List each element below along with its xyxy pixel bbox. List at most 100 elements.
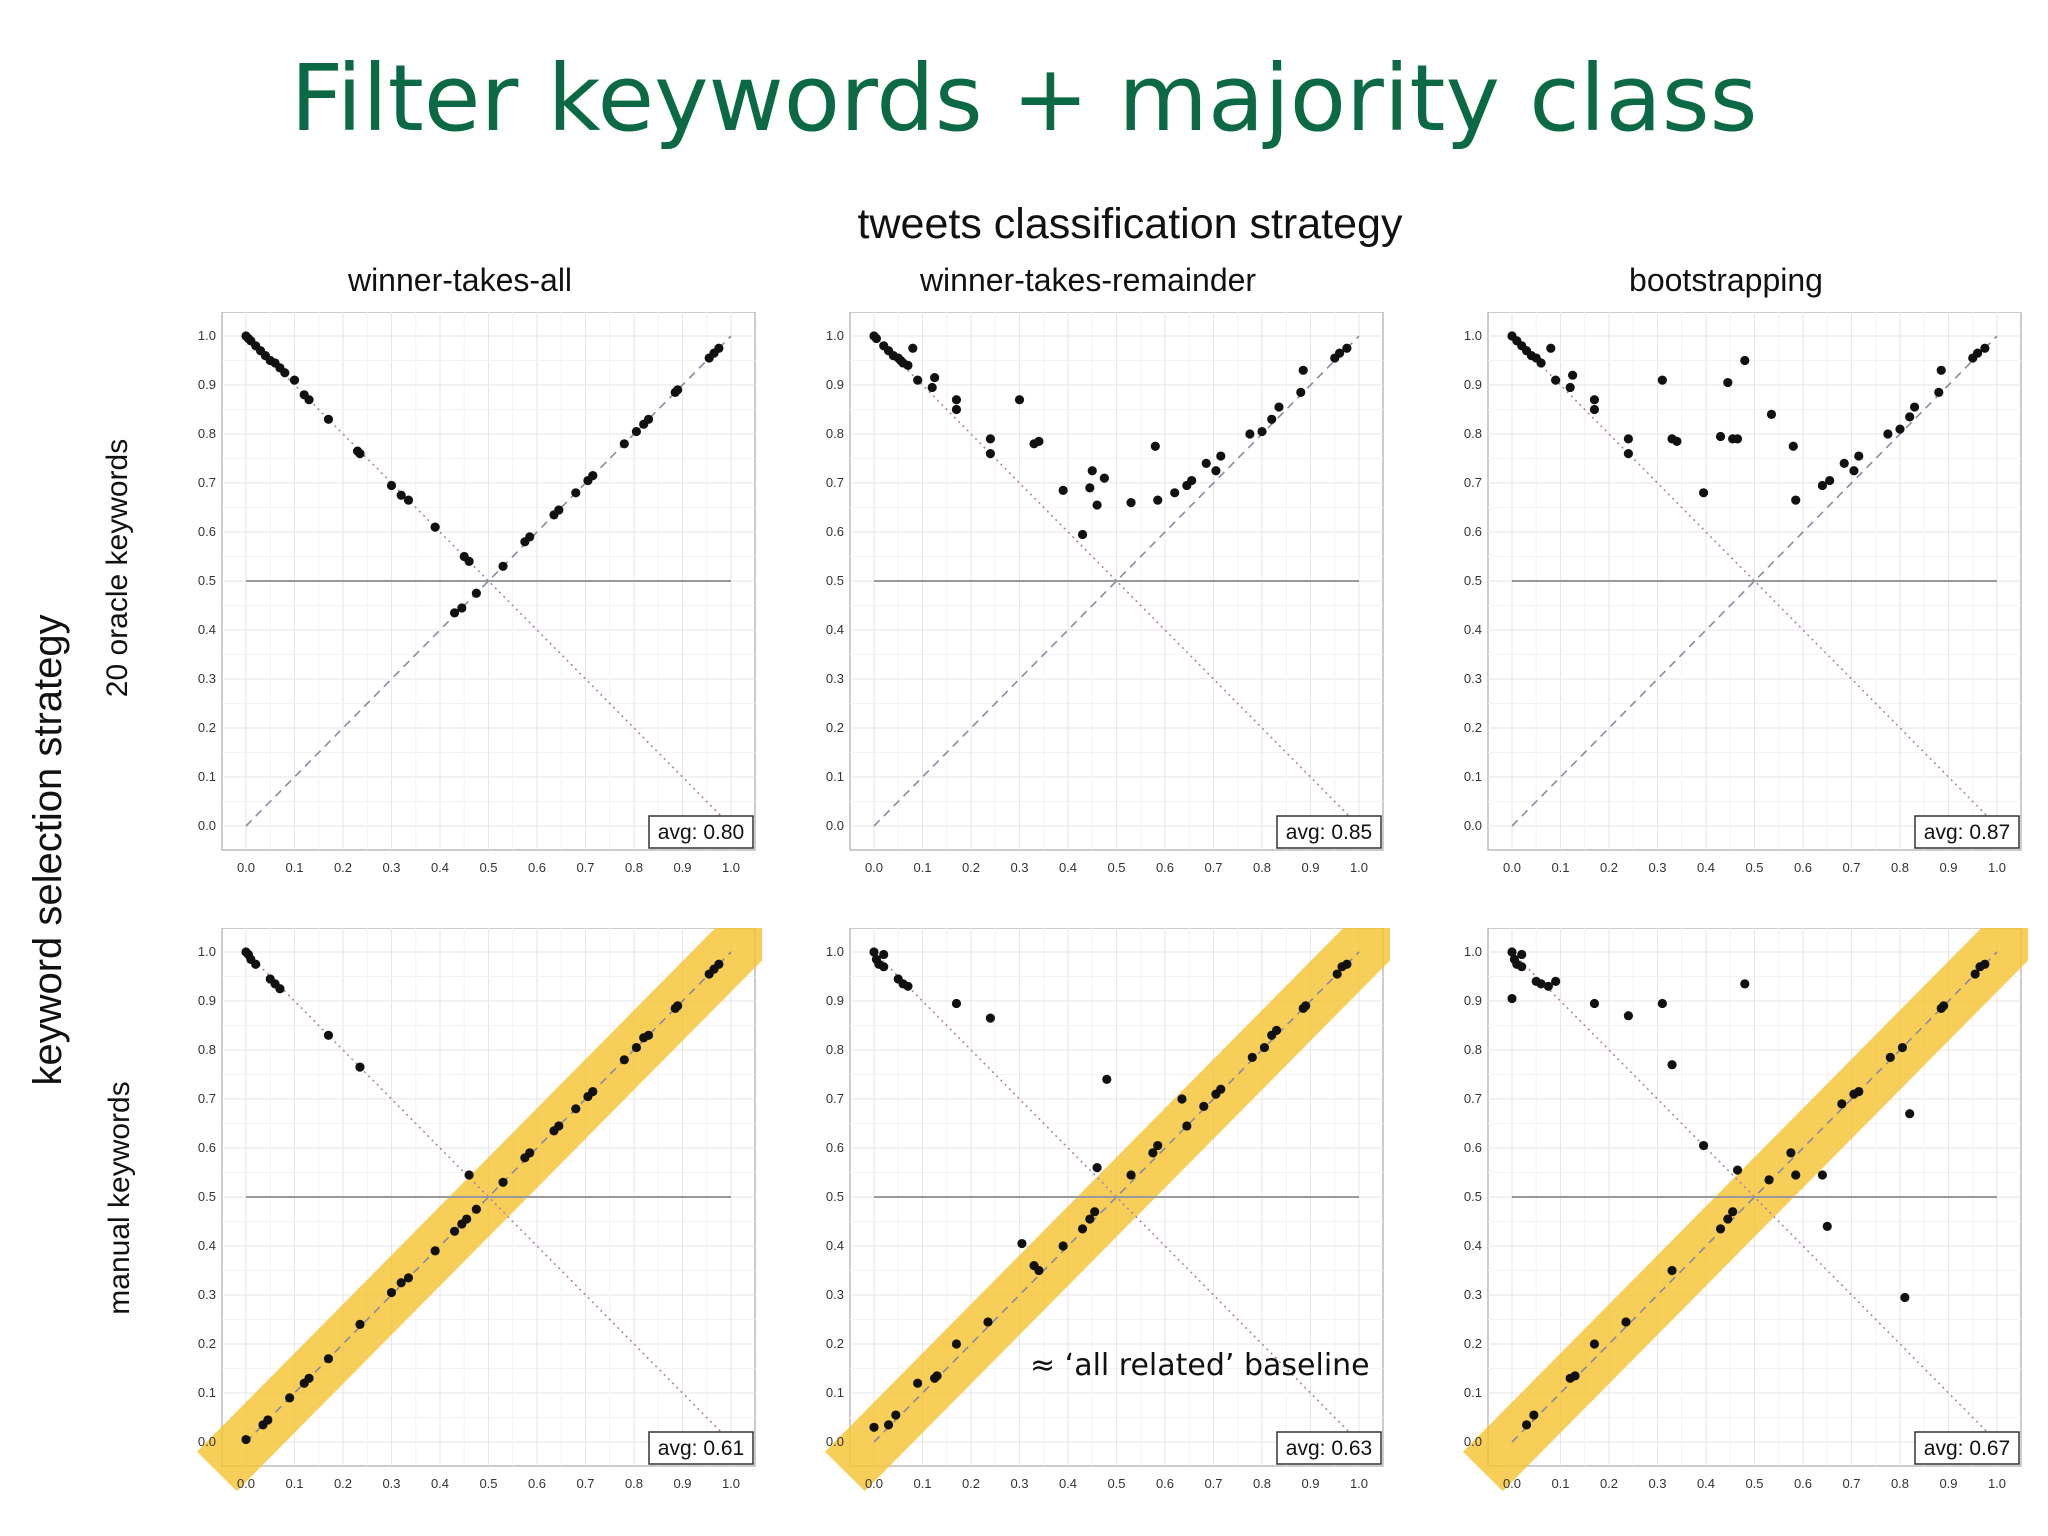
data-point: [1148, 1148, 1158, 1158]
data-point: [883, 1420, 894, 1430]
x-tick-label: 1.0: [1350, 1476, 1368, 1491]
y-tick-label: 0.0: [1464, 1434, 1482, 1449]
data-point: [1939, 1001, 1949, 1011]
data-point: [1507, 947, 1517, 957]
data-point: [1895, 424, 1905, 434]
y-tick-label: 0.7: [1464, 1091, 1482, 1106]
data-point: [1077, 1224, 1088, 1234]
data-point: [1791, 1170, 1801, 1180]
x-tick-label: 1.0: [1350, 860, 1368, 875]
x-tick-label: 0.6: [1794, 860, 1812, 875]
avg-annotation: avg: 0.61: [658, 1437, 744, 1460]
anti-diagonal-reference-line: [1511, 951, 1998, 1443]
x-tick-label: 0.5: [1107, 1476, 1125, 1491]
row-title-manual-keywords: manual keywords: [103, 1081, 136, 1315]
x-tick-label: 0.4: [1697, 1476, 1715, 1491]
data-point: [1085, 483, 1095, 493]
panel-manual-bootstrapping: 0.0 0.0 0.1 0.1 0.2 0.2 0.3 0.3 0.4 0.4 0.5 0.5 0.6 0…: [1458, 928, 2028, 1498]
x-tick-label: 0.9: [673, 860, 691, 875]
row-title-oracle-keywords: 20 oracle keywords: [101, 438, 134, 698]
data-point: [1973, 348, 1983, 358]
x-tick-label: 0.1: [285, 1476, 303, 1491]
y-tick-label: 0.5: [1464, 573, 1482, 588]
y-tick-label: 0.2: [198, 720, 216, 735]
data-point: [1589, 404, 1600, 415]
x-tick-label: 0.5: [479, 860, 497, 875]
y-tick-label: 0.6: [198, 524, 216, 539]
data-point: [1621, 1317, 1631, 1327]
y-tick-label: 0.6: [826, 1140, 844, 1155]
data-point: [903, 360, 913, 370]
x-tick-label: 0.2: [334, 1476, 352, 1491]
y-tick-label: 1.0: [198, 944, 216, 959]
data-point: [1521, 1420, 1532, 1430]
data-point: [951, 404, 962, 415]
data-point: [951, 998, 962, 1009]
panel-oracle-winner-takes-all: 0.0 0.0 0.1 0.1 0.2 0.2 0.3 0.3 0.4 0.4 0.5 0.5 0.6 0…: [192, 312, 762, 882]
x-tick-label: 0.8: [1253, 1476, 1271, 1491]
data-point: [403, 1273, 414, 1283]
data-point: [588, 471, 598, 481]
data-point: [1090, 1207, 1100, 1217]
y-tick-label: 0.3: [826, 671, 844, 686]
data-point: [1211, 466, 1221, 476]
data-point: [1182, 1121, 1192, 1131]
data-point: [1126, 1170, 1136, 1180]
data-point: [1825, 475, 1835, 486]
data-point: [1267, 414, 1277, 424]
data-point: [1817, 480, 1827, 491]
y-tick-label: 0.1: [198, 1385, 216, 1400]
x-tick-label: 0.6: [528, 860, 546, 875]
x-tick-label: 0.8: [1891, 1476, 1909, 1491]
diagonal-reference-line: [1511, 335, 1998, 827]
data-point: [275, 984, 285, 994]
y-tick-label: 0.6: [198, 1140, 216, 1155]
y-tick-label: 0.3: [1464, 1287, 1482, 1302]
avg-annotation-box: [648, 815, 754, 849]
data-point: [1517, 962, 1527, 972]
x-tick-label: 0.9: [1939, 860, 1957, 875]
y-tick-label: 0.0: [198, 1434, 216, 1449]
data-point: [1153, 495, 1163, 505]
data-point: [1201, 458, 1211, 468]
data-point: [588, 1087, 598, 1097]
data-point: [1017, 1238, 1027, 1249]
y-tick-label: 0.5: [198, 573, 216, 588]
y-tick-label: 0.4: [198, 622, 216, 637]
data-point: [1092, 1163, 1102, 1173]
y-tick-label: 0.1: [1464, 769, 1482, 784]
y-tick-label: 1.0: [826, 944, 844, 959]
data-point: [1854, 451, 1864, 461]
data-point: [263, 1415, 273, 1425]
data-point: [1102, 1074, 1112, 1084]
data-point: [462, 1214, 472, 1224]
data-point: [1077, 529, 1088, 540]
data-point: [1529, 1410, 1539, 1420]
x-tick-label: 0.5: [1745, 860, 1763, 875]
data-point: [619, 439, 629, 449]
avg-annotation-box: [1914, 1431, 2020, 1465]
avg-annotation: avg: 0.67: [1924, 1437, 2010, 1460]
data-point: [554, 505, 564, 515]
avg-annotation-box: [648, 1431, 754, 1465]
x-tick-label: 0.4: [1059, 1476, 1077, 1491]
diagonal-reference-line: [1511, 951, 1998, 1443]
data-point: [1507, 993, 1517, 1004]
data-point: [1058, 485, 1068, 495]
data-point: [498, 1177, 508, 1187]
data-point: [1517, 949, 1527, 960]
data-point: [1837, 1099, 1847, 1109]
x-tick-label: 0.1: [285, 860, 303, 875]
data-point: [1551, 976, 1561, 986]
y-tick-label: 0.1: [198, 769, 216, 784]
data-point: [1259, 1042, 1270, 1053]
y-tick-label: 0.7: [1464, 475, 1482, 490]
x-tick-label: 0.3: [382, 1476, 400, 1491]
data-point: [643, 1030, 654, 1040]
y-tick-label: 0.0: [198, 818, 216, 833]
data-point: [1905, 412, 1915, 422]
x-tick-label: 0.0: [237, 1476, 255, 1491]
data-point: [891, 1410, 901, 1420]
y-tick-label: 0.8: [1464, 1042, 1482, 1057]
diagonal-reference-line: [873, 335, 1360, 827]
